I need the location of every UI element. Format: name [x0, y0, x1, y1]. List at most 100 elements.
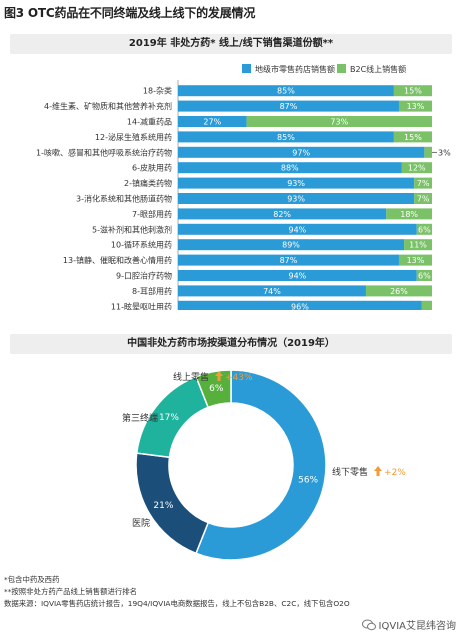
data-label: 82% — [273, 210, 291, 219]
donut-chart: 56% 线下零售 +2% 21%医院 17%第三终端 6%线上零售 +43% — [122, 369, 406, 561]
bar-segment-online — [414, 177, 432, 189]
bar-segment-offline — [178, 177, 415, 189]
category-label: 9-口腔治疗药物 — [116, 271, 172, 281]
wechat-icon — [361, 619, 376, 630]
data-label: 85% — [277, 87, 295, 96]
data-label: 6% — [418, 272, 431, 281]
data-label: 7% — [417, 195, 430, 204]
bar-segment-offline — [178, 285, 366, 297]
data-label: 96% — [291, 302, 309, 310]
category-label: 1-咳嗽、感冒和其他呼吸系统治疗药物 — [36, 147, 172, 157]
data-label: 73% — [330, 118, 348, 127]
data-label: 18% — [400, 210, 418, 219]
slice-category-label: 线上零售 — [173, 371, 209, 383]
bar-segment-online — [401, 162, 432, 174]
footnotes: *包含中药及西药 **按照非处方药产品线上销售额进行排名 数据来源：IQVIA零… — [4, 574, 458, 610]
data-label: 93% — [287, 195, 305, 204]
donut-slice — [195, 369, 232, 409]
bar-segment-online — [404, 239, 432, 251]
slice-value-label: 17% — [159, 413, 179, 423]
bar-segment-online — [398, 100, 432, 112]
category-label: 3-消化系统和其他肠道药物 — [76, 194, 172, 204]
data-label: 3% — [438, 148, 451, 157]
footnote: *包含中药及西药 — [4, 575, 60, 584]
slice-value-label: 21% — [153, 501, 173, 511]
bar-segment-online — [398, 254, 432, 266]
data-label: 97% — [292, 148, 310, 157]
source-note: 数据来源：IQVIA零售药店统计报告，19Q4/IQVIA电商数据报告，线上不包… — [4, 599, 350, 608]
bar-segment-online — [414, 193, 432, 204]
legend-label: 地级市零售药店销售额 — [255, 64, 335, 74]
data-label: 94% — [288, 225, 306, 234]
bar-segment-offline — [178, 208, 387, 220]
data-label: 74% — [263, 287, 281, 296]
data-label: 89% — [282, 241, 300, 250]
growth-label: +43% — [225, 373, 253, 383]
bar-segment-offline — [178, 85, 394, 97]
data-label: 85% — [277, 133, 295, 142]
category-label: 2-镇痛类药物 — [124, 178, 172, 188]
data-label: 13% — [407, 256, 425, 265]
category-label: 12-泌尿生殖系统用药 — [95, 132, 172, 142]
growth-arrow-icon — [374, 466, 382, 476]
slice-category-label: 医院 — [132, 517, 150, 529]
bar-segment-online — [416, 270, 432, 281]
data-label: 15% — [404, 133, 422, 142]
growth-arrow-icon — [215, 371, 223, 381]
category-label: 6-皮肤用药 — [132, 163, 172, 173]
category-label: 11-眩晕呕吐用药 — [111, 301, 172, 310]
growth-label: +2% — [384, 468, 406, 478]
figure-title: 图3 OTC药品在不同终端及线上线下的发展情况 — [4, 6, 256, 20]
bar-segment-online — [365, 285, 432, 297]
data-label: 11% — [409, 241, 427, 250]
slice-value-label: 56% — [298, 476, 318, 486]
data-label: 15% — [404, 87, 422, 96]
bar-segment-online — [421, 300, 432, 310]
data-label: 27% — [203, 118, 221, 127]
bar-segment-online — [424, 146, 432, 158]
legend-swatch — [242, 64, 251, 73]
data-label: 94% — [288, 272, 306, 281]
donut-slice — [195, 369, 327, 561]
bar-segment-offline — [178, 146, 425, 158]
category-label: 4-维生素、矿物质和其他营养补充剂 — [44, 101, 172, 111]
donut-chart-title: 中国非处方药市场按渠道分布情况（2019年） — [10, 334, 452, 354]
data-label: 88% — [281, 164, 299, 173]
data-label: 93% — [287, 179, 305, 188]
data-label: 87% — [280, 102, 298, 111]
slice-value-label: 6% — [209, 384, 224, 394]
footnote: **按照非处方药产品线上销售额进行排名 — [4, 587, 138, 596]
bar-segment-offline — [178, 239, 405, 251]
bar-segment-online — [416, 223, 432, 235]
category-label: 10-循环系统用药 — [111, 240, 172, 250]
bar-segment-online — [393, 85, 432, 97]
watermark: IQVIA艾昆纬咨询 — [361, 617, 456, 632]
data-label: 87% — [280, 256, 298, 265]
bar-segment-online — [386, 208, 432, 220]
bar-segment-offline — [178, 100, 399, 112]
bar-segment-offline — [178, 270, 417, 281]
stacked-bar-chart: 地级市零售药店销售额 B2C线上销售额 18-杂类 85% 15% 4-维生素、矿物质和其… — [36, 64, 451, 310]
category-label: 18-杂类 — [143, 86, 172, 96]
bar-segment-online — [246, 116, 432, 127]
bar-segment-offline — [178, 162, 402, 174]
legend: 地级市零售药店销售额 B2C线上销售额 — [242, 64, 406, 74]
legend-swatch — [337, 64, 346, 73]
bar-segment-online — [393, 131, 432, 143]
category-label: 5-滋补剂和其他刺激剂 — [92, 224, 172, 234]
bar-segment-offline — [178, 223, 417, 235]
category-label: 8-耳部用药 — [132, 286, 172, 296]
data-label: 26% — [390, 287, 408, 296]
category-label: 7-眼部用药 — [132, 209, 172, 219]
data-label: 13% — [407, 102, 425, 111]
bar-segment-offline — [178, 116, 247, 127]
bar-segment-offline — [178, 254, 399, 266]
bar-segment-offline — [178, 300, 422, 310]
data-label: 12% — [408, 164, 426, 173]
slice-category-label: 第三终端 — [122, 412, 158, 424]
bar-segment-offline — [178, 193, 415, 204]
category-label: 14-减重药品 — [127, 117, 172, 127]
legend-label: B2C线上销售额 — [350, 64, 406, 74]
slice-category-label: 线下零售 — [332, 466, 368, 478]
data-label: 7% — [417, 179, 430, 188]
